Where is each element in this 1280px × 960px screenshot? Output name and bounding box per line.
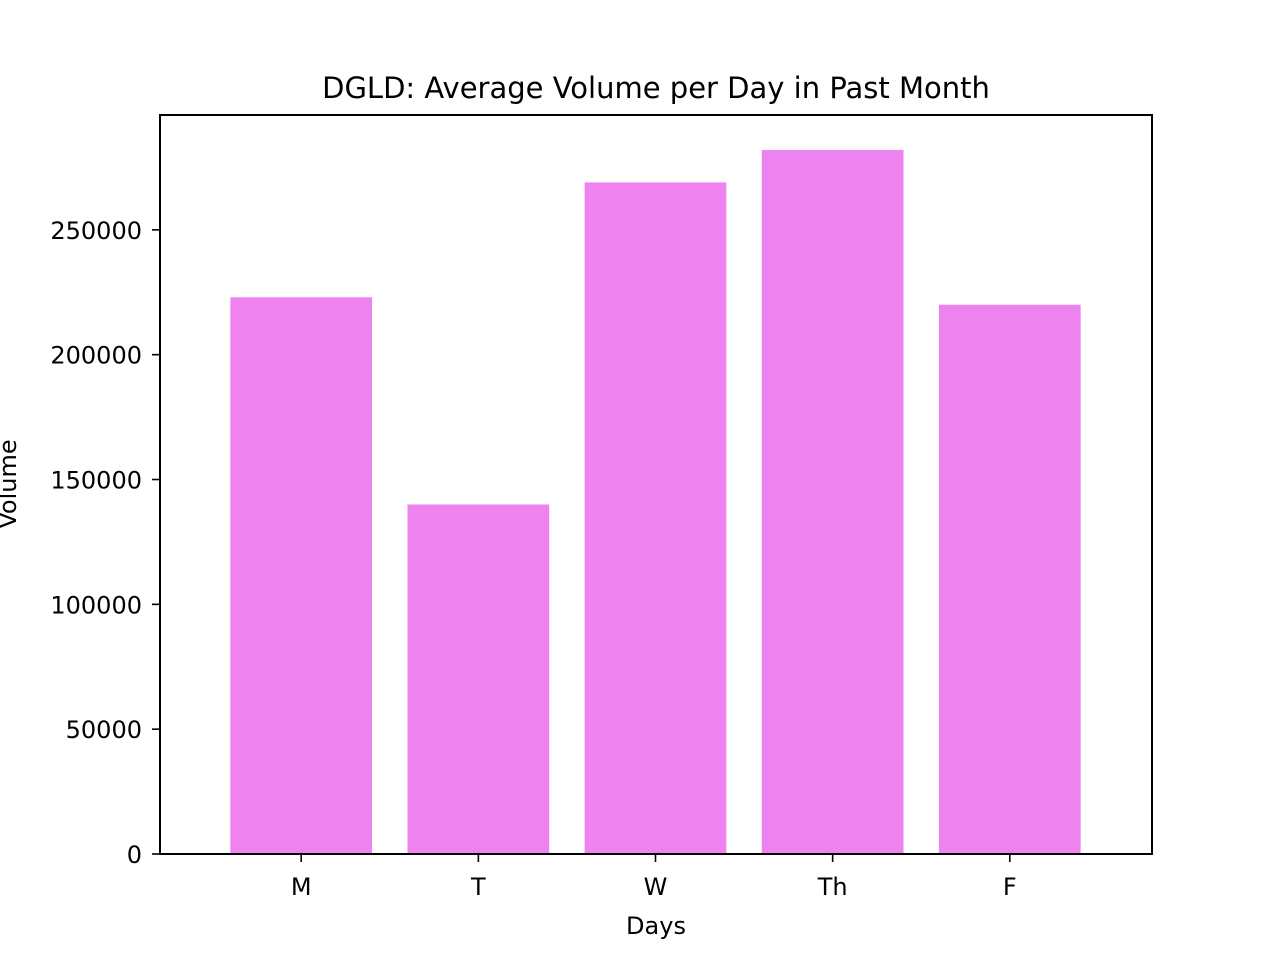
y-tick-label: 50000 — [66, 716, 142, 744]
y-tick-label: 100000 — [50, 591, 142, 619]
bar-th — [761, 149, 904, 854]
y-tick-label: 200000 — [50, 342, 142, 370]
bar-t — [407, 504, 550, 854]
y-tick-label: 150000 — [50, 467, 142, 495]
x-tick-label: F — [1003, 873, 1017, 901]
chart-title: DGLD: Average Volume per Day in Past Mon… — [322, 71, 990, 105]
bar-w — [584, 182, 727, 854]
x-tick-label: Th — [817, 873, 848, 901]
bar-f — [938, 304, 1081, 854]
x-tick-label: W — [644, 873, 668, 901]
x-tick-label: M — [291, 873, 312, 901]
x-tick-label: T — [470, 873, 486, 901]
bar-m — [230, 297, 373, 854]
y-tick-label: 250000 — [50, 217, 142, 245]
x-axis-label: Days — [626, 912, 686, 940]
y-axis-label: Volume — [0, 439, 22, 528]
y-axis-ticks: 0 50000 100000 150000 200000 250000 — [50, 217, 160, 869]
bars-group — [230, 149, 1081, 854]
y-tick-label: 0 — [127, 841, 142, 869]
x-axis-ticks: M T W Th F — [291, 854, 1017, 901]
